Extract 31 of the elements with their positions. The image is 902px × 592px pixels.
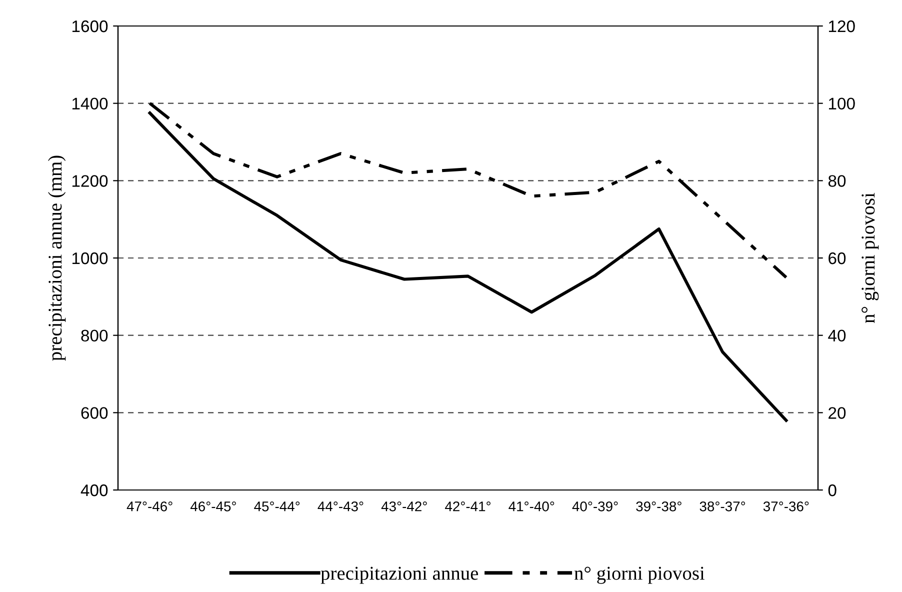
y2-tick-label: 80	[828, 175, 846, 187]
line-series	[148, 111, 788, 422]
legend-label: n° giorni piovosi	[574, 566, 705, 584]
y-tick-label: 1600	[72, 20, 108, 32]
y2-tick-label: 0	[828, 484, 836, 496]
x-tick-label: 41°-40°	[508, 501, 554, 512]
x-tick-label: 46°-45°	[190, 501, 236, 512]
y-tick-label: 1400	[72, 98, 108, 110]
line-series	[148, 102, 788, 279]
x-tick-label: 40°-39°	[572, 501, 618, 512]
y-tick-label: 400	[80, 484, 108, 496]
y-tick-label: 1000	[72, 252, 108, 264]
x-tick-label: 43°-42°	[381, 501, 427, 512]
y-tick-label: 600	[81, 407, 108, 419]
y2-tick-label: 40	[828, 330, 846, 342]
y2-tick-label: 20	[828, 407, 846, 419]
x-tick-label: 45°-44°	[254, 501, 300, 512]
y2-tick-label: 60	[828, 252, 846, 264]
y-tick-label: 1200	[72, 175, 108, 187]
x-tick-label: 42°-41°	[445, 501, 490, 512]
x-tick-label: 39°-38°	[636, 501, 682, 512]
x-tick-label: 38°-37°	[700, 501, 746, 512]
y2-tick-label: 100	[828, 98, 855, 110]
legend-label: precipitazioni annue	[320, 566, 478, 584]
x-tick-label: 44°-43°	[318, 501, 364, 512]
y2-axis-title: n° giorni piovosi	[862, 192, 879, 324]
x-tick-label: 47°-46°	[126, 501, 172, 512]
y-axis-title: precipitazioni annue (mm)	[48, 156, 66, 361]
y-tick-label: 800	[81, 330, 108, 342]
x-tick-label: 37°-36°	[763, 501, 809, 512]
y2-tick-label: 120	[828, 20, 855, 32]
